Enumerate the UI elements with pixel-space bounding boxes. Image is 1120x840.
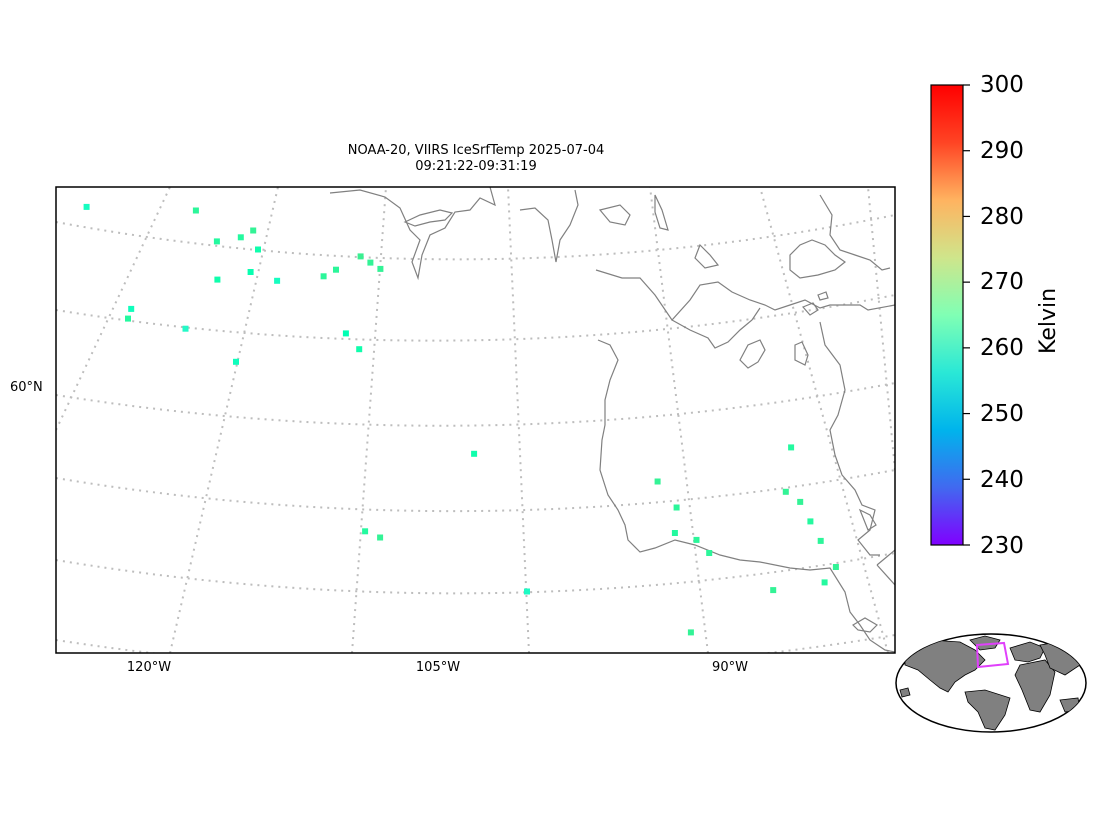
ice-temperature-point [471,450,478,457]
colorbar-tick-240: 240 [980,467,1024,493]
ice-temperature-point [182,325,189,332]
ice-temperature-point [693,536,700,543]
map-panel [56,187,895,653]
ice-temperature-point [671,530,678,536]
ice-temperature-point [356,346,363,353]
ice-temperature-point [233,358,239,365]
ice-temperature-point [524,588,530,595]
ice-temperature-point [377,534,384,541]
ice-temperature-point [362,528,369,535]
colorbar-tick-300: 300 [980,72,1024,98]
figure-title: NOAA-20, VIIRS IceSrfTemp 2025-07-04 09:… [347,143,605,174]
colorbar-gradient [930,84,964,546]
ice-temperature-point [770,587,777,594]
ice-temperature-points [83,203,839,636]
ice-temperature-point [320,273,327,280]
colorbar-tick-250: 250 [980,401,1024,427]
ice-temperature-point [654,478,661,485]
ice-temperature-point [342,330,349,337]
ice-temperature-point [125,315,131,322]
ice-temperature-point [832,564,839,570]
ice-temperature-point [247,269,254,275]
ice-temperature-point [782,488,789,495]
longitude-gridlines [56,187,895,653]
ice-temperature-point [255,246,261,253]
colorbar-tick-280: 280 [980,204,1024,230]
ice-temperature-point [817,537,824,544]
ice-temperature-point [274,277,281,284]
colorbar-tick-260: 260 [980,335,1024,361]
ice-temperature-point [333,266,339,273]
ice-temperature-point [788,444,795,451]
ice-temperature-point [673,504,680,511]
lon-label-105w: 105°W [415,660,461,675]
ice-temperature-point [706,550,713,556]
colorbar-label: Kelvin [1036,287,1061,354]
inset-globe [895,633,1087,733]
ice-temperature-point [807,518,814,525]
ice-temperature-point [214,276,221,283]
ice-temperature-point [821,579,828,586]
lon-label-120w: 120°W [126,660,172,675]
inset-extent-box [975,641,1010,669]
ice-temperature-point [357,253,364,260]
map-frame [55,186,896,654]
ice-temperature-point [128,305,135,312]
ice-temperature-point [367,259,374,266]
latitude-gridlines [56,214,895,653]
colorbar-ticks [963,84,970,546]
colorbar-tick-230: 230 [980,533,1024,559]
lat-label-60n: 60°N [10,380,43,395]
coastlines [329,187,895,653]
ice-temperature-point [213,238,220,245]
lon-label-90w: 90°W [712,660,748,675]
ice-temperature-point [687,629,694,636]
ice-temperature-point [192,207,199,214]
ice-temperature-point [237,234,244,241]
ice-temperature-point [250,227,257,234]
ice-temperature-point [377,265,384,272]
ice-temperature-point [797,498,804,505]
colorbar-tick-290: 290 [980,138,1024,164]
colorbar-tick-270: 270 [980,269,1024,295]
ice-temperature-point [83,203,90,210]
